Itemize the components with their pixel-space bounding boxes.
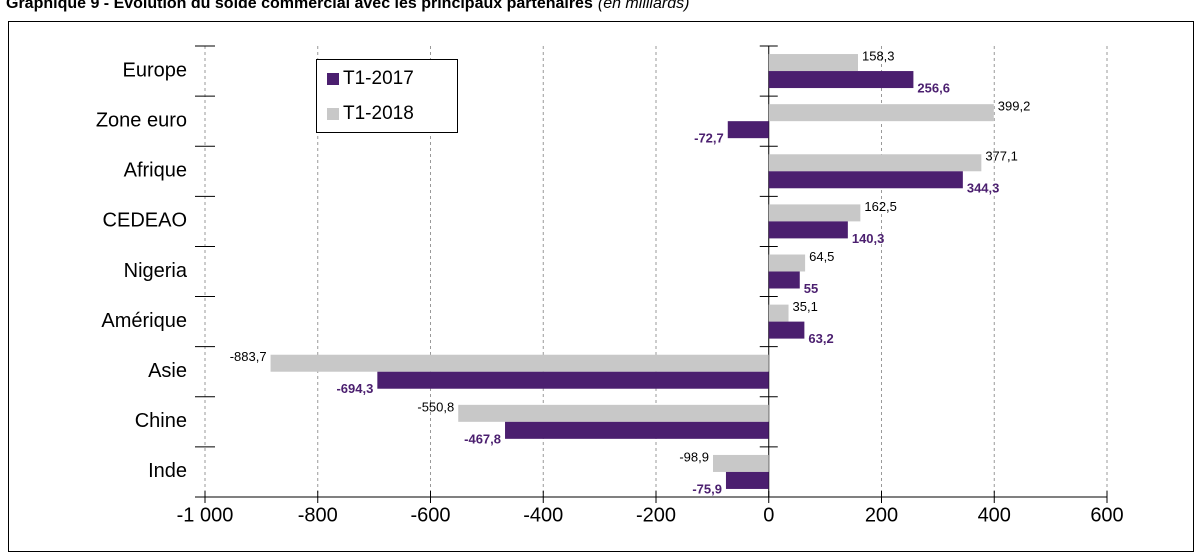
y-tick-label: Inde (148, 460, 187, 482)
legend-box (316, 59, 458, 133)
bar (768, 71, 914, 89)
bar (768, 154, 982, 172)
chart-subtitle: (en milliards) (598, 0, 690, 12)
bar (768, 171, 963, 189)
value-label: 140,3 (852, 231, 885, 246)
bar (768, 321, 805, 339)
value-label: -550,8 (417, 399, 454, 414)
bar (768, 221, 848, 239)
x-tick-label: -1 000 (177, 504, 234, 526)
y-tick-label: CEDEAO (103, 210, 187, 232)
bar (768, 204, 861, 222)
x-tick-label: -800 (298, 504, 338, 526)
value-label: -75,9 (692, 481, 722, 496)
y-tick-label: Europe (123, 59, 188, 81)
y-tick-label: Afrique (124, 160, 187, 182)
value-label: 55 (804, 281, 818, 296)
bar (727, 121, 769, 139)
value-label: -98,9 (679, 449, 709, 464)
bar (768, 271, 800, 289)
y-tick-label: Asie (148, 360, 187, 382)
value-label: 344,3 (967, 181, 1000, 196)
x-tick-label: 400 (978, 504, 1011, 526)
value-label: -883,7 (230, 349, 267, 364)
bar (725, 471, 769, 489)
legend-label: T1-2018 (343, 103, 414, 124)
x-tick-label: -200 (636, 504, 676, 526)
y-tick-label: Amérique (101, 310, 187, 332)
x-tick-label: 600 (1090, 504, 1123, 526)
x-tick-label: 0 (763, 504, 774, 526)
bar (377, 371, 769, 389)
y-tick-label: Zone euro (96, 109, 187, 131)
frame (8, 21, 1194, 552)
value-label: 64,5 (809, 249, 834, 264)
value-label: 256,6 (917, 80, 950, 95)
value-label: -467,8 (464, 431, 501, 446)
chart-title: Graphique 9 - Evolution du solde commerc… (6, 0, 593, 12)
x-tick-label: -400 (523, 504, 563, 526)
value-label: 162,5 (864, 199, 897, 214)
value-label: -694,3 (336, 381, 373, 396)
bar (505, 421, 769, 439)
bar (458, 404, 769, 422)
value-label: -72,7 (694, 131, 724, 146)
x-tick-label: -600 (410, 504, 450, 526)
value-label: 399,2 (998, 99, 1031, 114)
y-tick-label: Nigeria (124, 260, 188, 282)
value-label: 158,3 (862, 48, 895, 63)
x-tick-label: 200 (865, 504, 898, 526)
bar (768, 104, 994, 122)
value-label: 377,1 (985, 149, 1018, 164)
legend-swatch (327, 108, 339, 120)
bar (270, 354, 769, 372)
bar (768, 54, 858, 72)
bar (768, 254, 806, 272)
bar (712, 454, 769, 472)
value-label: 35,1 (793, 299, 818, 314)
bar (768, 304, 789, 322)
legend-swatch (327, 73, 339, 85)
value-label: 63,2 (808, 331, 833, 346)
legend-label: T1-2017 (343, 68, 414, 89)
y-tick-label: Chine (135, 410, 187, 432)
